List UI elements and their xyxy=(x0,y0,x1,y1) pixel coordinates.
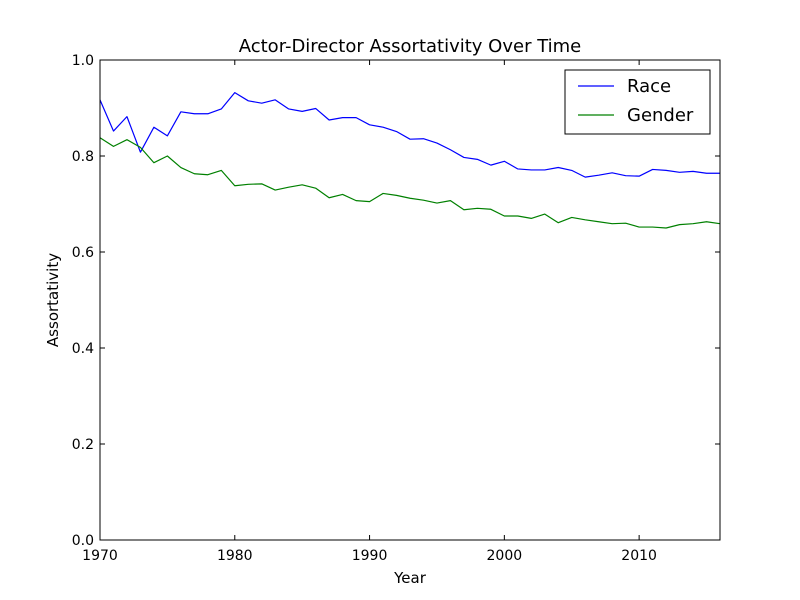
ticks-layer: 1970 1980 1990 2000 2010 0.0 0.2 0.4 0.6 0.8 1.0 xyxy=(72,53,720,564)
legend-box xyxy=(564,69,711,135)
x-axis-label: Year xyxy=(393,569,427,587)
axes-layer xyxy=(99,59,721,541)
series-line-race xyxy=(99,92,720,178)
axes-frame xyxy=(99,59,721,541)
series-layer xyxy=(99,92,721,229)
series-line-gender xyxy=(99,137,721,229)
legend-label-gender: Gender xyxy=(627,105,694,126)
y-axis-label: Assortativity xyxy=(44,253,62,347)
legend: Race Gender xyxy=(564,69,711,135)
y-tick-label: 0.0 xyxy=(72,533,94,549)
x-tick-label: 1980 xyxy=(217,548,253,564)
y-tick-label: 0.4 xyxy=(72,341,94,357)
x-tick-label: 2010 xyxy=(621,548,657,564)
chart-title: Actor-Director Assortativity Over Time xyxy=(239,36,582,57)
y-tick-label: 0.2 xyxy=(72,437,94,453)
legend-entries: Race Gender xyxy=(578,76,694,126)
y-tick-label: 1.0 xyxy=(72,53,94,69)
x-tick-label: 1970 xyxy=(82,548,118,564)
legend-label-race: Race xyxy=(627,76,671,97)
x-tick-label: 1990 xyxy=(352,548,388,564)
y-tick-label: 0.8 xyxy=(72,149,94,165)
x-tick-label: 2000 xyxy=(487,548,523,564)
y-tick-label: 0.6 xyxy=(72,245,94,261)
